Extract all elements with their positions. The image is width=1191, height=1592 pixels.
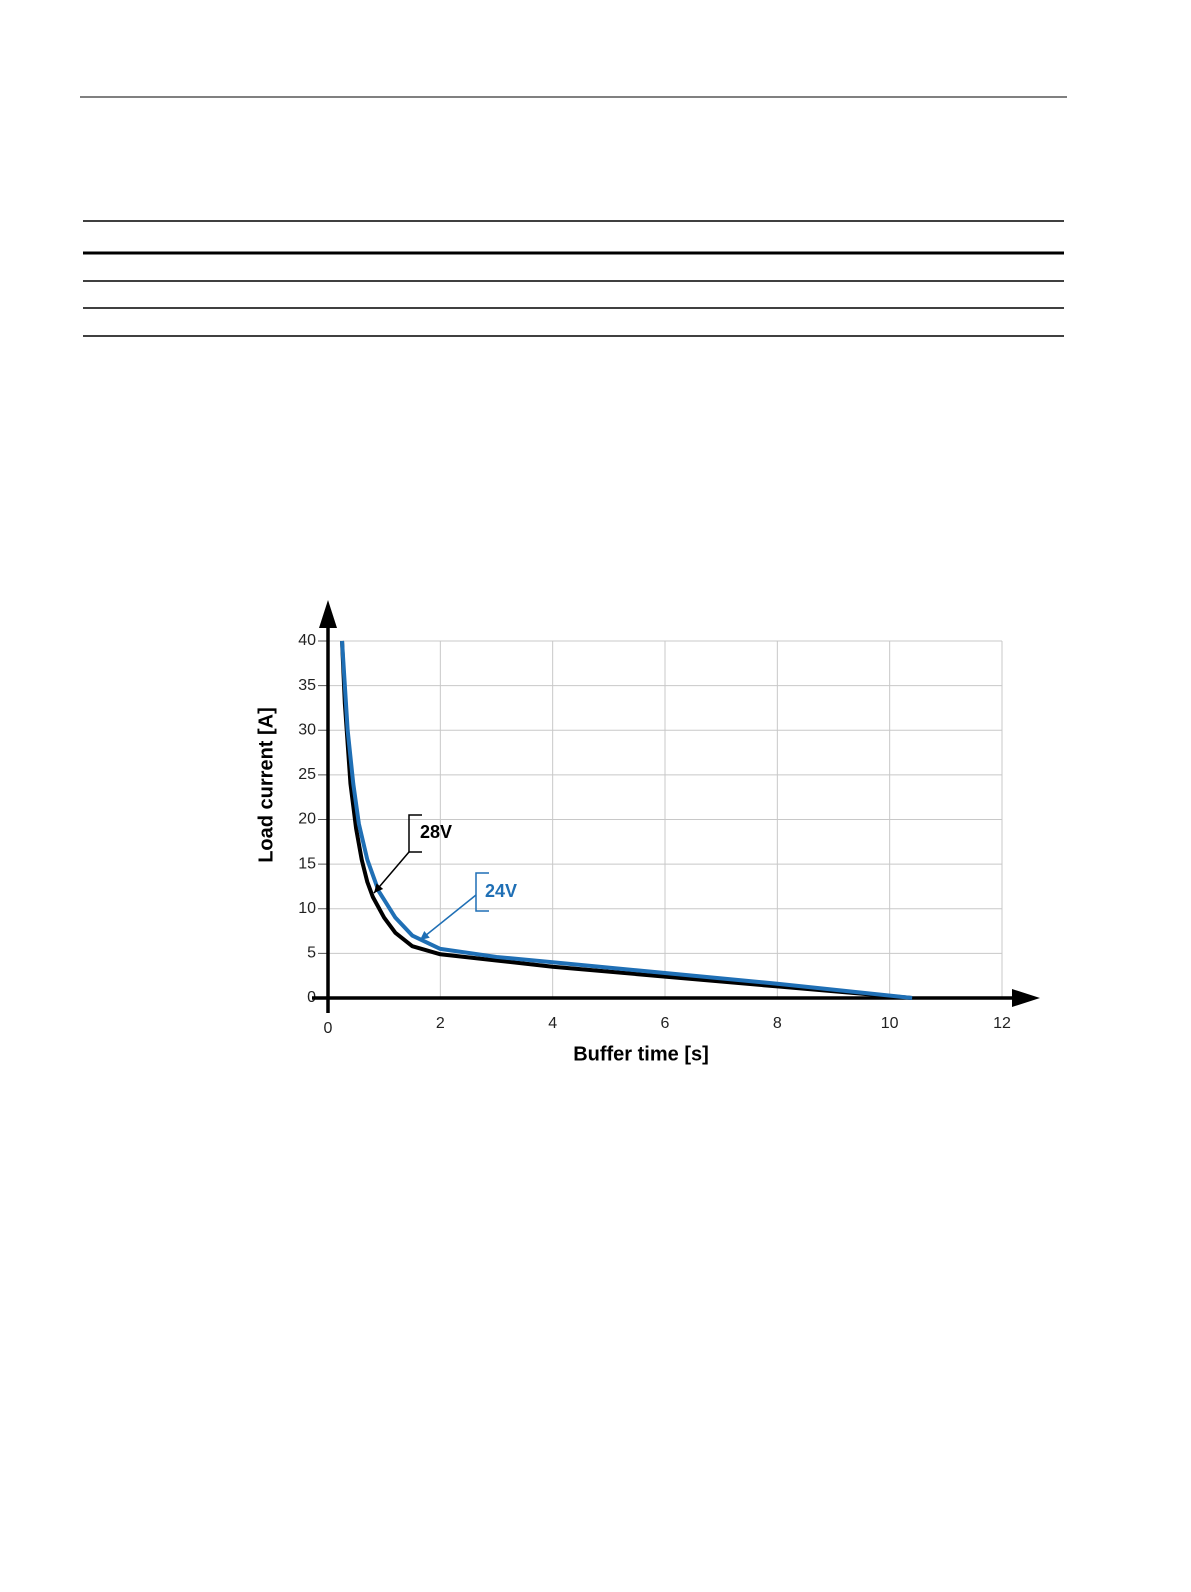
y-axis-arrow [319, 600, 337, 628]
y-axis-title: Load current [A] [255, 707, 277, 863]
callout-arrowhead [420, 930, 430, 940]
x-tick-label: 10 [881, 1015, 899, 1032]
y-tick-label: 35 [298, 677, 316, 694]
series-line [340, 640, 913, 1000]
x-tick-label: 6 [661, 1015, 670, 1032]
y-tick-label: 40 [298, 632, 316, 649]
chart: 0 5 10 15 20 25 30 35 40 0 2 4 6 8 10 12 Buffer time [s]… [255, 600, 1040, 1065]
y-tick-label: 15 [298, 855, 316, 872]
x-tick-label: 4 [548, 1015, 557, 1032]
x-tick-label: 8 [773, 1015, 782, 1032]
x-tick-label: 0 [324, 1020, 333, 1037]
y-tick-label: 5 [307, 945, 316, 962]
series-line [340, 640, 913, 1000]
y-tick-label: 0 [307, 989, 316, 1006]
y-tick-label: 30 [298, 721, 316, 738]
y-tick-label: 20 [298, 811, 316, 828]
x-tick-label: 12 [993, 1015, 1011, 1032]
x-axis-arrow [1012, 989, 1040, 1007]
x-axis-title: Buffer time [s] [573, 1043, 709, 1065]
callout-bracket [408, 814, 422, 853]
series-label: 28V [420, 822, 452, 842]
callout-bracket [475, 872, 489, 912]
series-label: 24V [485, 881, 517, 901]
x-tick-label: 2 [436, 1015, 445, 1032]
y-tick-label: 25 [298, 766, 316, 783]
y-tick-label: 10 [298, 900, 316, 917]
callout-arrow [419, 894, 477, 941]
callout-arrowhead [374, 883, 384, 893]
